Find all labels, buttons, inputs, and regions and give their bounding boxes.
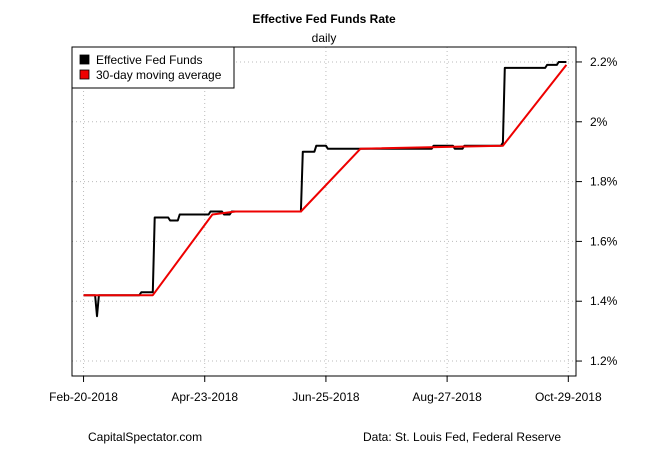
y-tick-label: 1.2% — [590, 354, 618, 368]
y-tick-label: 1.6% — [590, 234, 618, 248]
grid — [72, 47, 576, 376]
legend-box — [71, 46, 235, 89]
x-axis: Feb-20-2018 Apr-23-2018 Jun-25-2018 Aug-27-… — [49, 376, 602, 404]
y-tick-label: 2% — [590, 115, 608, 129]
x-tick-label: Feb-20-2018 — [49, 390, 118, 404]
legend-label-moving-average: 30-day moving average — [96, 68, 222, 82]
series-layer — [83, 61, 568, 318]
plot-frame — [71, 46, 577, 377]
footer-source-site: CapitalSpectator.com — [88, 430, 203, 444]
legend: Effective Fed Funds 30-day moving averag… — [71, 46, 235, 89]
chart-subtitle: daily — [312, 31, 337, 45]
x-tick-label: Aug-27-2018 — [412, 390, 482, 404]
legend-swatch-effective-fed-funds — [79, 54, 90, 65]
x-tick-label: Apr-23-2018 — [171, 390, 238, 404]
chart-title: Effective Fed Funds Rate — [252, 12, 396, 26]
series-line-moving-average — [83, 64, 568, 297]
x-tick-label: Jun-25-2018 — [292, 390, 360, 404]
x-tick-label: Oct-29-2018 — [535, 390, 602, 404]
y-axis: 1.2% 1.4% 1.6% 1.8% 2% 2.2% — [576, 55, 618, 368]
series-line-effective-fed-funds — [83, 61, 567, 318]
y-tick-label: 2.2% — [590, 55, 618, 69]
footer-data-source: Data: St. Louis Fed, Federal Reserve — [363, 430, 562, 444]
y-tick-label: 1.8% — [590, 175, 618, 189]
legend-swatch-moving-average — [79, 69, 90, 80]
y-tick-label: 1.4% — [590, 294, 618, 308]
legend-label-effective-fed-funds: Effective Fed Funds — [96, 53, 203, 67]
